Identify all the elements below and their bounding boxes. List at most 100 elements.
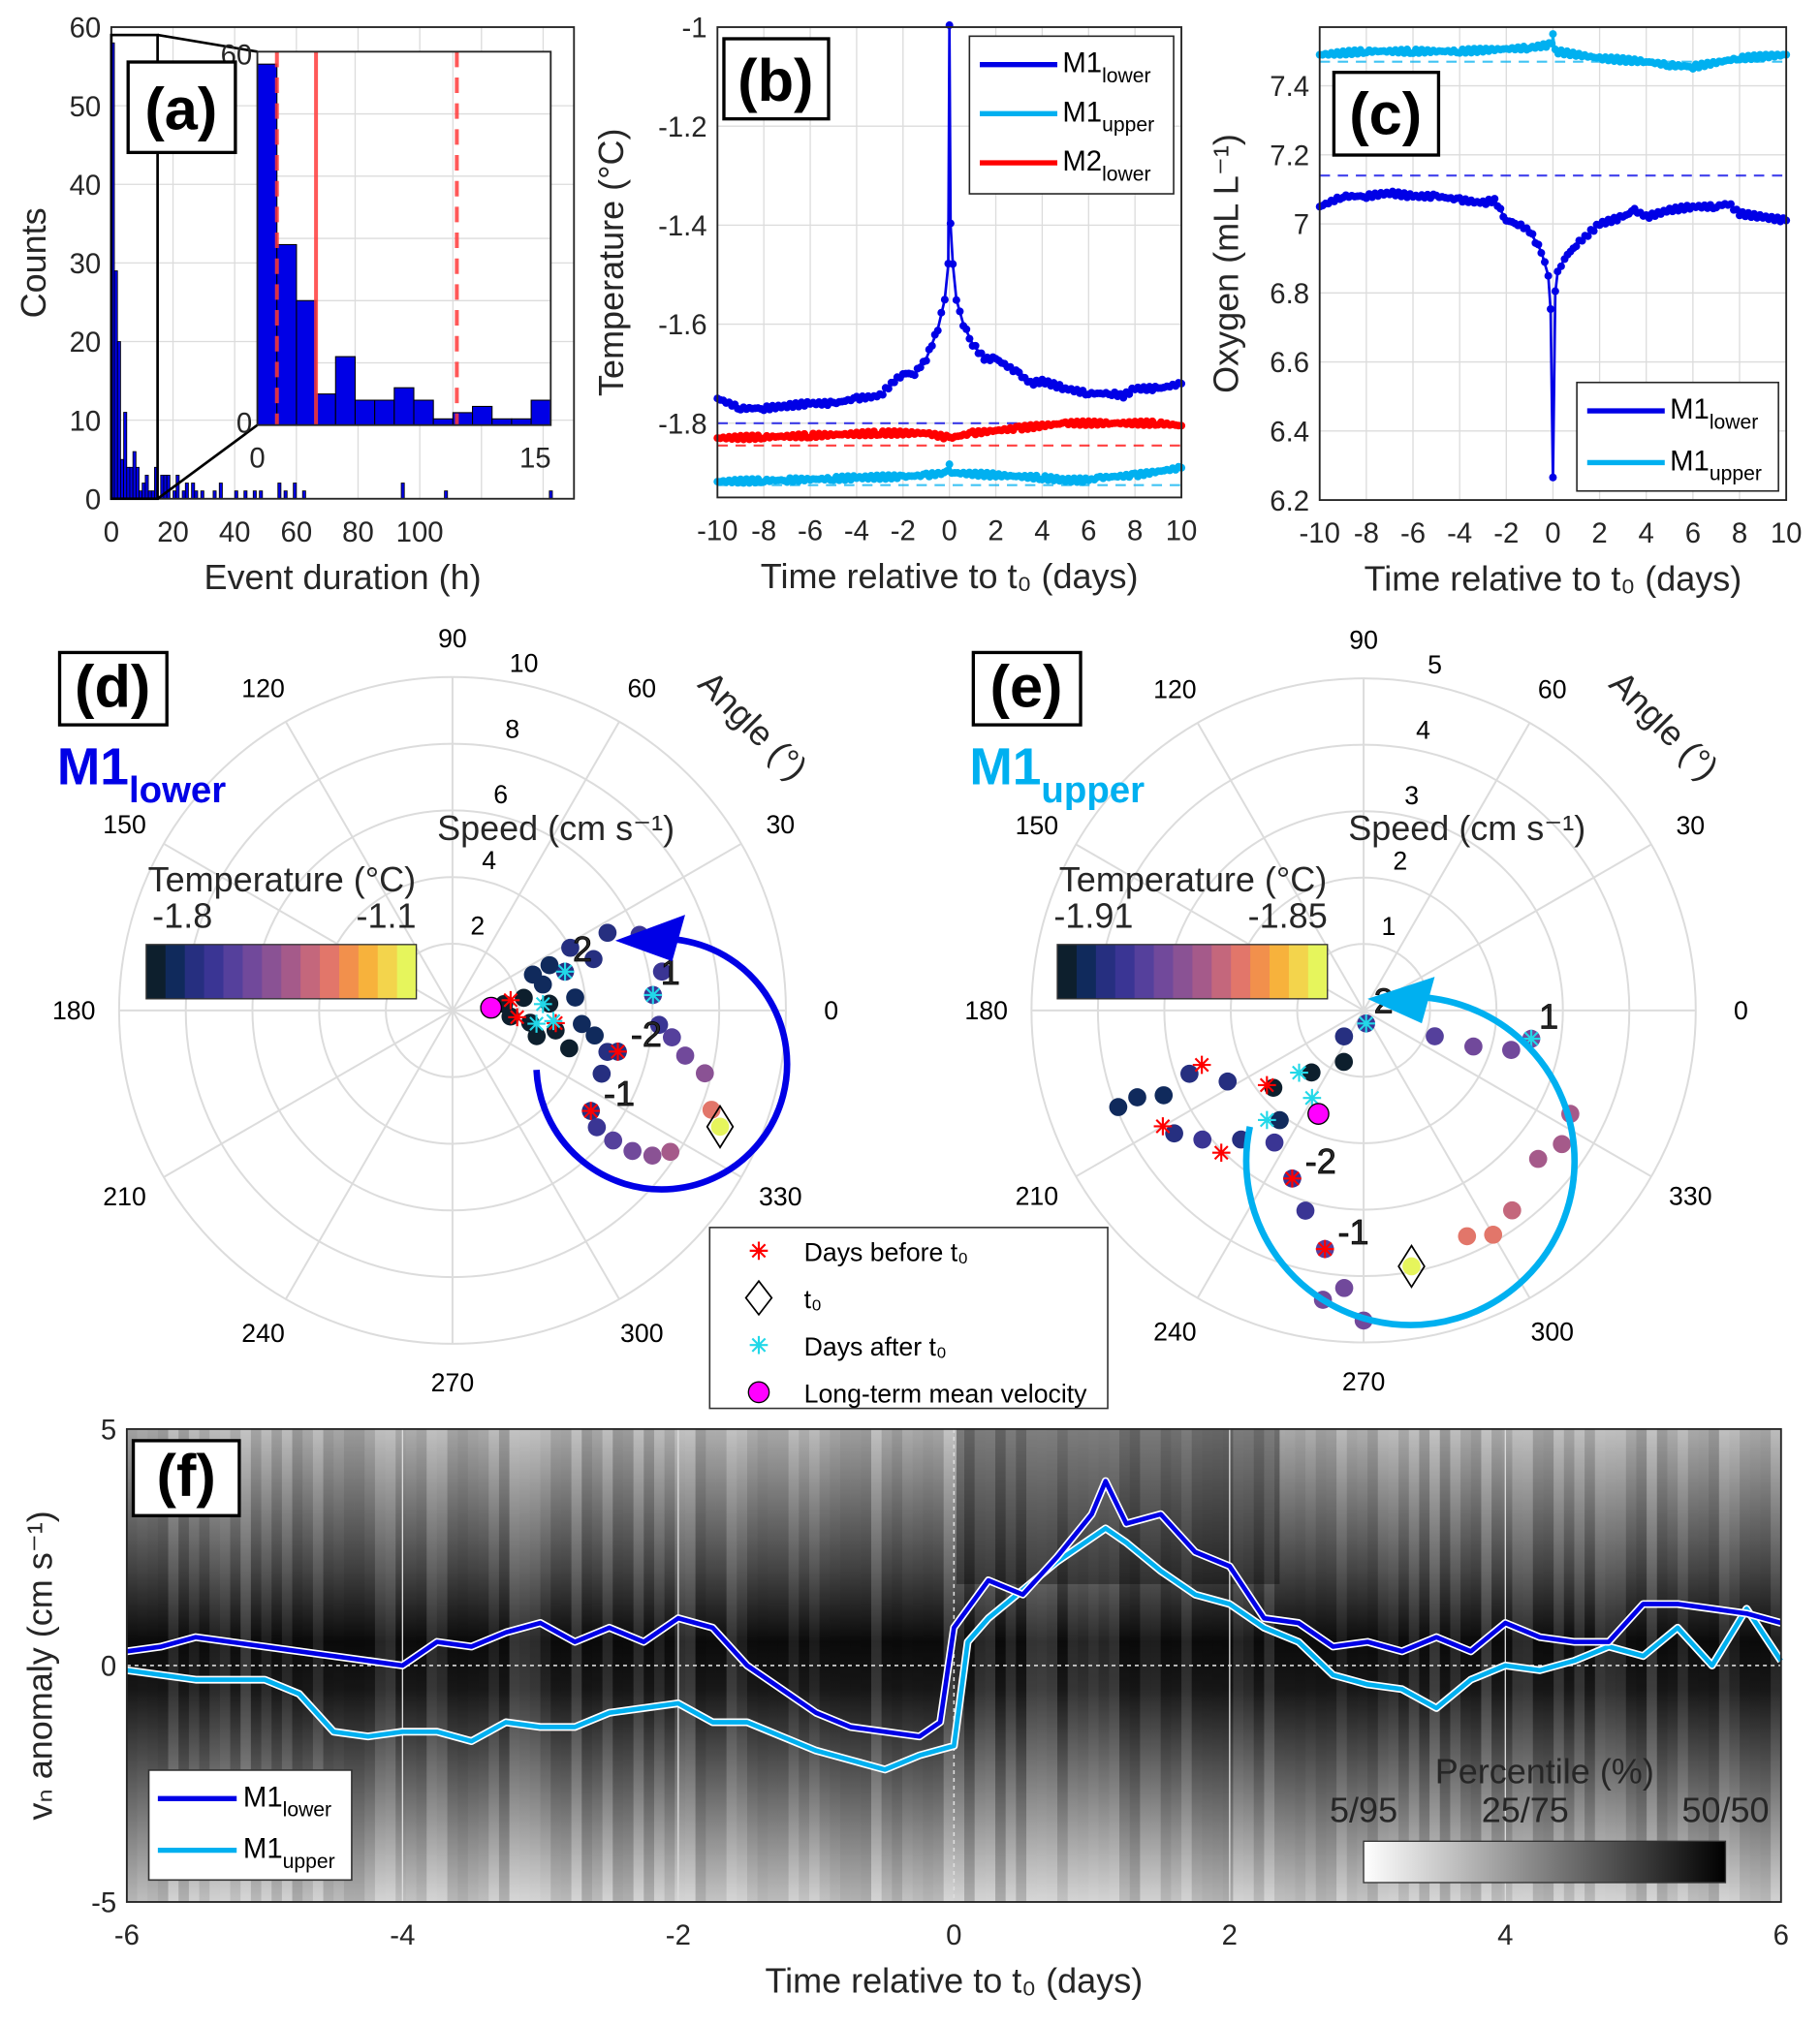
velocity-point — [649, 1015, 669, 1035]
days-before-marker — [1211, 1143, 1231, 1163]
velocity-point — [1528, 1149, 1548, 1169]
days-before-marker — [1257, 1075, 1276, 1095]
colorbar-swatch — [242, 944, 263, 999]
angle-tick-label: 0 — [824, 996, 838, 1025]
legend-label-sub: upper — [283, 1851, 335, 1873]
percentile-texture — [1398, 1428, 1409, 1902]
days-before-marker — [1192, 1055, 1211, 1075]
angle-tick-label: 60 — [627, 674, 656, 703]
histogram-bar — [301, 490, 306, 500]
percentile-texture — [498, 1428, 510, 1902]
colorbar-swatch — [1307, 944, 1329, 999]
histogram-bar — [252, 490, 257, 500]
histogram-bar — [283, 490, 288, 500]
percentile-texture — [188, 1428, 200, 1902]
velocity-point — [1265, 1133, 1284, 1152]
data-point — [933, 327, 942, 335]
velocity-point — [1180, 1064, 1199, 1083]
angle-tick-label: 90 — [1349, 625, 1378, 654]
series-title-sub: upper — [1041, 769, 1145, 811]
x-axis-label: Time relative to t₀ (days) — [761, 556, 1139, 596]
colorbar-swatch — [1134, 944, 1155, 999]
t0-point — [710, 1117, 730, 1137]
x-tick-label: -6 — [1400, 517, 1426, 549]
series-title-main: M1 — [57, 738, 129, 795]
percentile-texture — [261, 1428, 272, 1902]
histogram-bar — [200, 490, 204, 500]
percentile-texture — [1678, 1428, 1688, 1902]
velocity-point — [1334, 1052, 1354, 1072]
velocity-point — [1193, 1130, 1212, 1149]
histogram-bar — [400, 483, 405, 500]
y-axis-label: vₙ anomaly (cm s⁻¹) — [20, 1511, 60, 1820]
angle-tick-label: 330 — [1669, 1182, 1711, 1211]
y-tick-label: -1.2 — [658, 111, 707, 143]
speed-tick-label: 4 — [482, 846, 496, 875]
velocity-point — [598, 923, 617, 943]
histogram-bar — [259, 490, 264, 500]
legend-label-main: M1 — [1062, 96, 1102, 128]
velocity-point — [695, 1064, 714, 1083]
velocity-point — [540, 955, 559, 975]
percentile-texture — [1616, 1428, 1626, 1902]
colorbar-swatch — [1114, 944, 1136, 999]
velocity-point — [561, 938, 580, 957]
x-tick-label: 0 — [104, 516, 119, 548]
angle-tick-label: 330 — [759, 1182, 801, 1211]
data-point — [1496, 204, 1505, 213]
colorbar-swatch — [1288, 944, 1309, 999]
angle-tick-label: 150 — [1016, 811, 1058, 840]
y-axis-label: Counts — [14, 207, 53, 318]
y-tick-label: -5 — [91, 1887, 116, 1919]
data-point — [1528, 230, 1537, 238]
colorbar-swatch — [1153, 944, 1175, 999]
angle-spoke — [452, 721, 620, 1012]
series-title-sub: lower — [129, 769, 226, 811]
inset-bar — [315, 393, 336, 426]
percentile-texture — [1305, 1428, 1316, 1902]
angle-tick-label: 180 — [964, 996, 1007, 1025]
percentile-texture — [1088, 1428, 1099, 1902]
x-tick-label: 2 — [1222, 1919, 1238, 1951]
speed-axis-label: Speed (cm s⁻¹) — [1348, 808, 1585, 848]
angle-tick-label: 120 — [241, 674, 284, 703]
percentile-texture — [591, 1428, 603, 1902]
percentile-texture — [1212, 1428, 1223, 1902]
percentile-texture — [1005, 1428, 1017, 1902]
velocity-point — [623, 1141, 642, 1161]
x-tick-label: 4 — [1497, 1919, 1513, 1951]
inset-bar — [393, 387, 415, 426]
histogram-bar — [191, 483, 196, 500]
speed-tick-label: 2 — [1393, 846, 1407, 875]
days-after-marker — [1302, 1088, 1322, 1107]
angle-tick-label: 300 — [620, 1319, 663, 1348]
data-point — [1537, 249, 1546, 258]
colorbar-frame — [145, 944, 418, 1000]
panel-label-a-text: (a) — [144, 75, 217, 141]
inset-bar — [511, 418, 532, 426]
inset-y-tick-label: 0 — [236, 408, 252, 440]
percentile-tick-label: 25/75 — [1482, 1790, 1569, 1829]
x-tick-label: -10 — [697, 514, 737, 546]
red-asterisk-icon — [749, 1241, 769, 1261]
legend-box — [147, 1769, 353, 1882]
angle-spoke — [1363, 722, 1531, 1012]
cyan-asterisk-icon — [749, 1335, 769, 1355]
velocity-point — [1334, 1278, 1354, 1297]
angle-tick-label: 90 — [438, 624, 467, 653]
data-point — [971, 341, 980, 350]
panel-label-f: (f) — [131, 1439, 241, 1517]
velocity-point — [584, 950, 603, 969]
inset-bar — [276, 243, 298, 426]
y-tick-label: -1 — [682, 13, 707, 45]
day-label: -2 — [631, 1014, 662, 1054]
y-tick-label: 40 — [70, 170, 102, 202]
velocity-point — [1458, 1227, 1477, 1246]
legend-label-main: M1 — [1670, 445, 1710, 477]
percentile-colorbar-label: Percentile (%) — [1435, 1751, 1654, 1791]
angle-spoke — [285, 721, 454, 1012]
days-before-marker — [508, 1008, 526, 1027]
histogram-bar — [135, 466, 140, 500]
histogram-bar — [175, 475, 180, 500]
colorbar-label: Temperature (°C) — [148, 859, 416, 899]
